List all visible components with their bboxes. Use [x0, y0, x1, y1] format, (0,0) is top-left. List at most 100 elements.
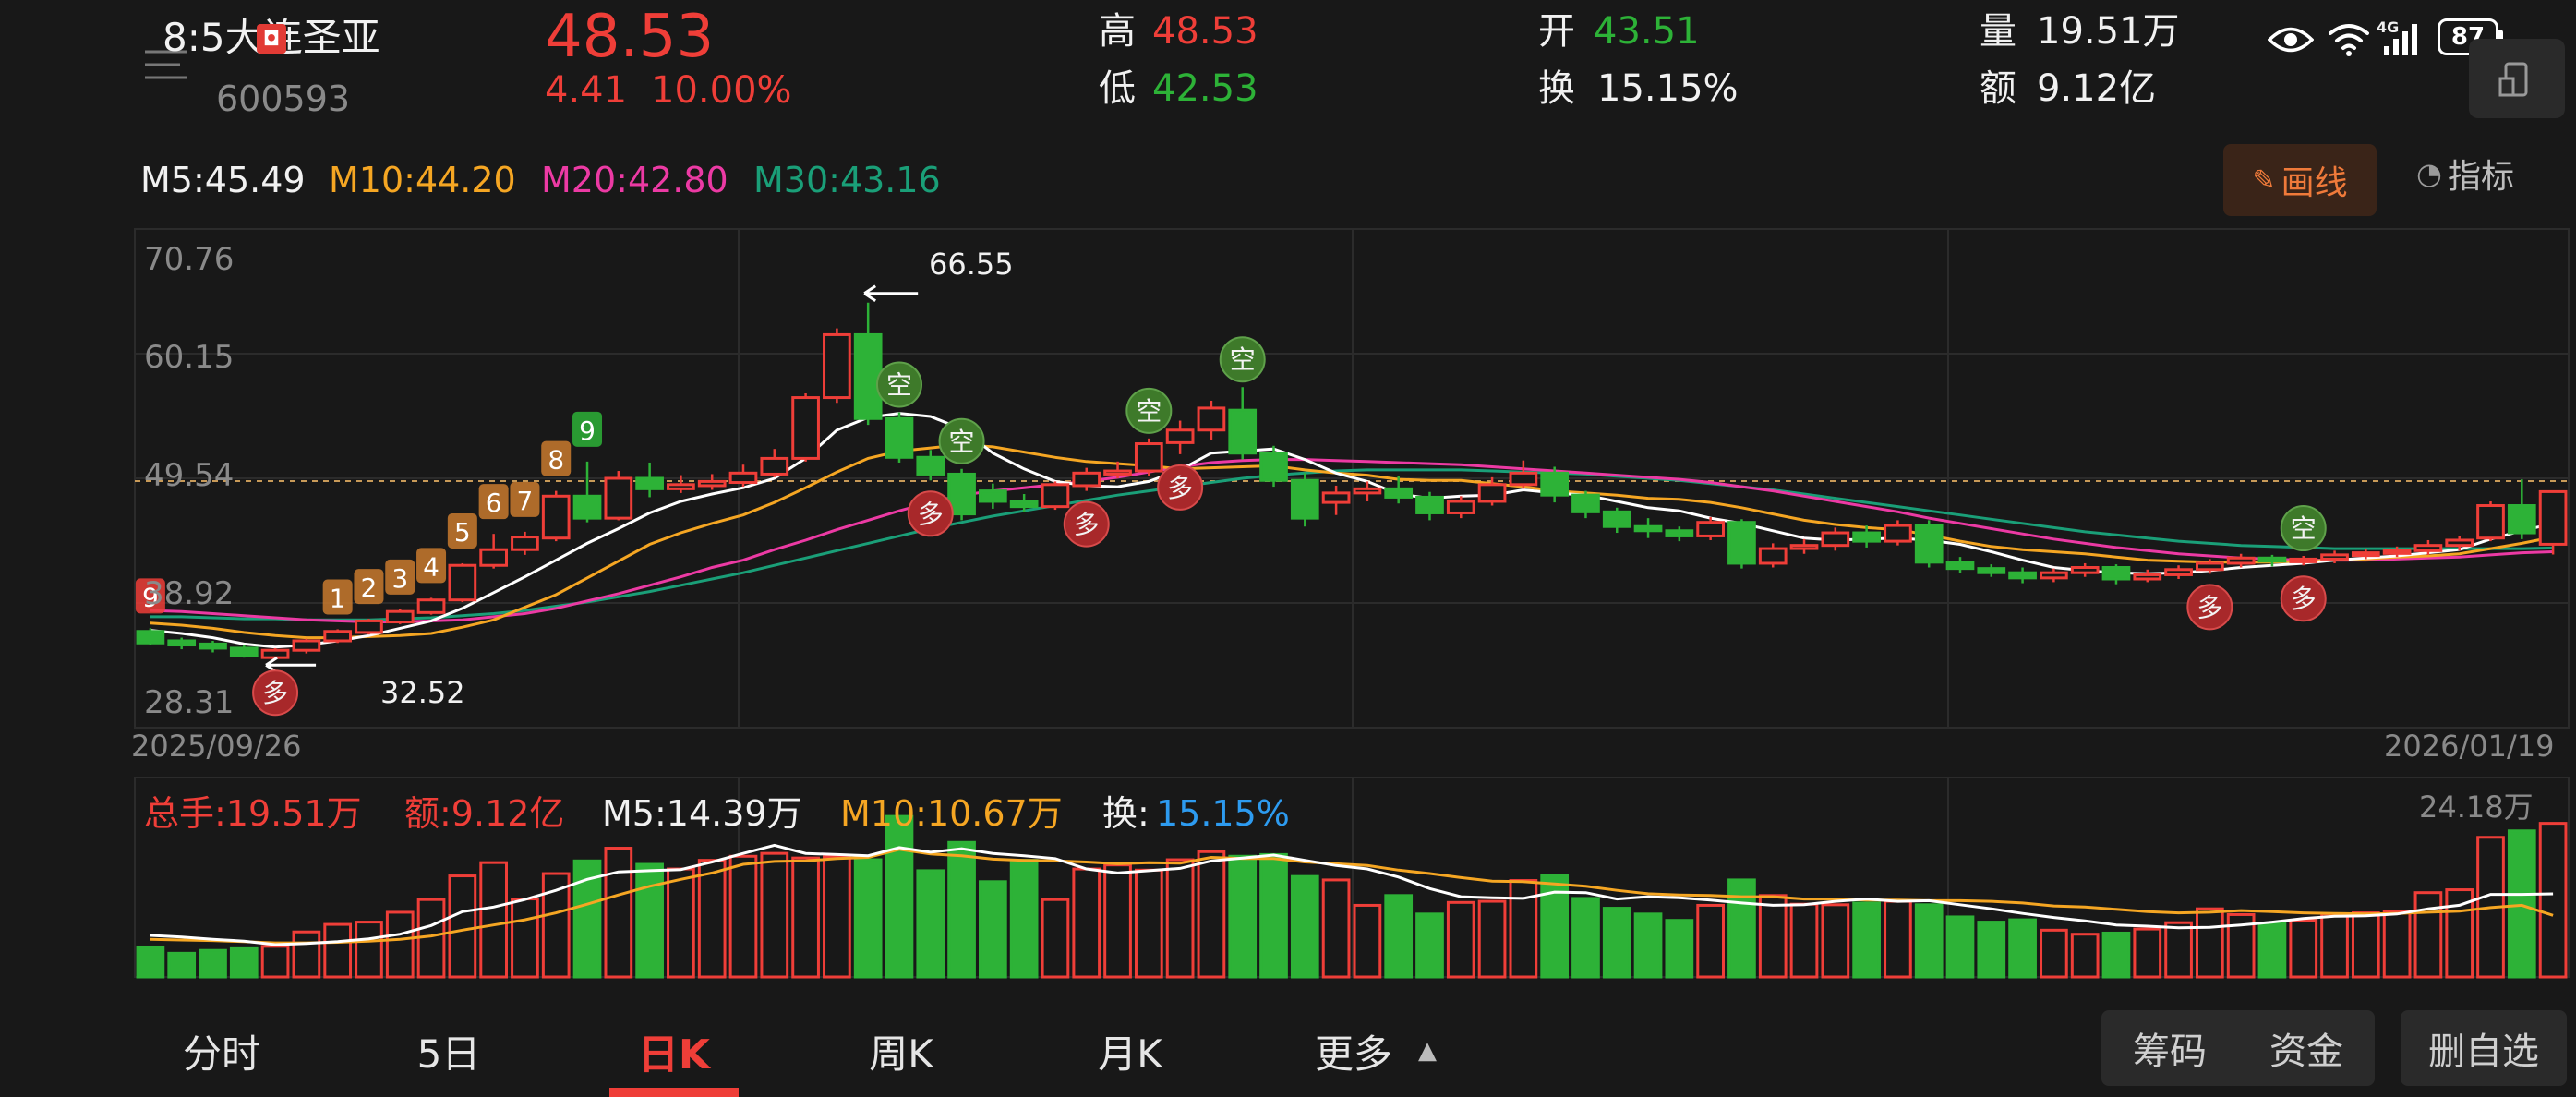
volume-bar-up: [760, 851, 789, 979]
candle-up: [1165, 428, 1195, 444]
candle-up: [2351, 551, 2380, 558]
high-label: 高: [1099, 10, 1136, 53]
td-count-badge: [354, 569, 384, 605]
volume-bar-down: [136, 945, 165, 979]
volume-bar-down: [1540, 874, 1570, 979]
candle-up: [1477, 483, 1507, 503]
volume-bar-up: [2040, 928, 2068, 979]
volume-bar-down: [1665, 919, 1694, 979]
buy-signal-badge: [907, 490, 954, 537]
tab-5day[interactable]: 5日: [366, 1016, 532, 1086]
candle-up: [2133, 573, 2162, 581]
volume-bar-down: [1945, 915, 1975, 979]
remove-watchlist-button[interactable]: 删自选: [2401, 1010, 2567, 1086]
high-value: 48.53: [1152, 10, 1258, 53]
draw-line-button[interactable]: ✎ 画线: [2223, 144, 2377, 216]
buy-signal-label: 多: [1074, 510, 1100, 540]
volume-bar-up: [323, 922, 353, 979]
volume-bar-up: [604, 847, 633, 979]
buy-signal-label: 多: [2197, 592, 2222, 622]
candle-down: [916, 455, 945, 476]
candle-down: [1977, 567, 2006, 574]
td-count-label: 2: [361, 573, 378, 603]
volume-bar-down: [2101, 931, 2131, 979]
candle-down: [2507, 504, 2536, 535]
volume-bar-up: [355, 921, 383, 979]
candle-up: [292, 639, 321, 652]
current-price: 48.53: [545, 3, 715, 71]
volume-bar-up: [2413, 891, 2443, 979]
funds-button[interactable]: 资金: [2238, 1010, 2375, 1086]
volume-bar-up: [479, 861, 508, 979]
low-label: 低: [1099, 67, 1136, 110]
candle-up: [355, 619, 383, 634]
volume-bar-down: [167, 951, 197, 979]
volume-bar-down: [853, 858, 883, 979]
volume-bar-up: [2351, 911, 2380, 979]
candle-up: [541, 494, 571, 540]
stock-code: 600593: [216, 78, 351, 119]
candle-up: [2289, 557, 2318, 563]
volume-bar-down: [229, 946, 259, 979]
sell-signal-label: 空: [949, 427, 975, 457]
turnover-value: 15.15%: [1597, 67, 1739, 110]
candle-up: [2226, 556, 2256, 565]
candle-down: [1384, 487, 1414, 499]
y-tick-2: 60.15: [144, 339, 235, 376]
candle-up: [1758, 547, 1788, 565]
candle-up: [1072, 471, 1101, 488]
volume-bar-up: [1446, 900, 1475, 979]
volume-bar-up: [1041, 898, 1070, 979]
volume-bar-up: [823, 855, 851, 979]
candle-up: [2445, 538, 2474, 548]
td-count-label: 9: [579, 416, 596, 446]
landscape-toggle-button[interactable]: [2469, 39, 2565, 118]
margin-badge-icon: ◘: [257, 24, 286, 54]
sell-signal-label: 空: [1136, 396, 1162, 427]
more-dropdown[interactable]: 更多 ▲: [1283, 1016, 1468, 1086]
volume-bar-up: [1321, 878, 1351, 979]
tab-weekly-k[interactable]: 周K: [837, 1016, 966, 1086]
candle-up: [2382, 548, 2412, 555]
indicator-button[interactable]: ◔ 指标: [2401, 144, 2530, 203]
volume-m5-line: [150, 843, 2554, 946]
td-count-label: 6: [486, 488, 502, 518]
wifi-icon: [2327, 20, 2371, 61]
amount-value: 9.12亿: [2037, 67, 2157, 110]
tab-daily-k[interactable]: 日K: [609, 1016, 739, 1086]
candle-up: [1041, 483, 1070, 509]
td-count-badge: [447, 512, 477, 548]
td-count-label: 7: [517, 486, 534, 516]
candle-up: [1446, 500, 1475, 514]
volume-bar-up: [2538, 822, 2568, 979]
sell-signal-badge: [875, 361, 922, 408]
volume-bar-down: [2257, 922, 2287, 979]
x-end-label: 2026/01/19: [2384, 729, 2555, 764]
buy-signal-badge: [252, 669, 299, 717]
network-type: 4G: [2377, 18, 2400, 36]
candle-up: [760, 456, 789, 476]
volume-bar-up: [448, 874, 477, 979]
buy-signal-badge: [2186, 584, 2233, 631]
candle-down: [853, 332, 883, 420]
tab-intraday[interactable]: 分时: [138, 1016, 305, 1086]
tab-monthly-k[interactable]: 月K: [1065, 1016, 1195, 1086]
candle-down: [1009, 500, 1039, 509]
candle-up: [1696, 521, 1725, 537]
chips-button[interactable]: 筹码: [2101, 1010, 2238, 1086]
volume-bar-up: [2289, 919, 2318, 979]
tab-monthly-k-label: 月K: [1098, 1031, 1162, 1077]
candle-up: [448, 563, 477, 602]
menu-icon[interactable]: [143, 42, 191, 87]
candle-up: [260, 648, 290, 659]
candle-up: [1353, 487, 1382, 495]
open-value: 43.51: [1594, 10, 1700, 53]
price-change-pct: 10.00%: [651, 69, 792, 112]
candle-up: [323, 630, 353, 643]
volume-bar-down: [1602, 907, 1631, 979]
td-count-badge: [572, 411, 603, 447]
candle-down: [2101, 566, 2131, 581]
candle-down: [1633, 524, 1663, 533]
volume-bar-down: [1633, 912, 1663, 979]
